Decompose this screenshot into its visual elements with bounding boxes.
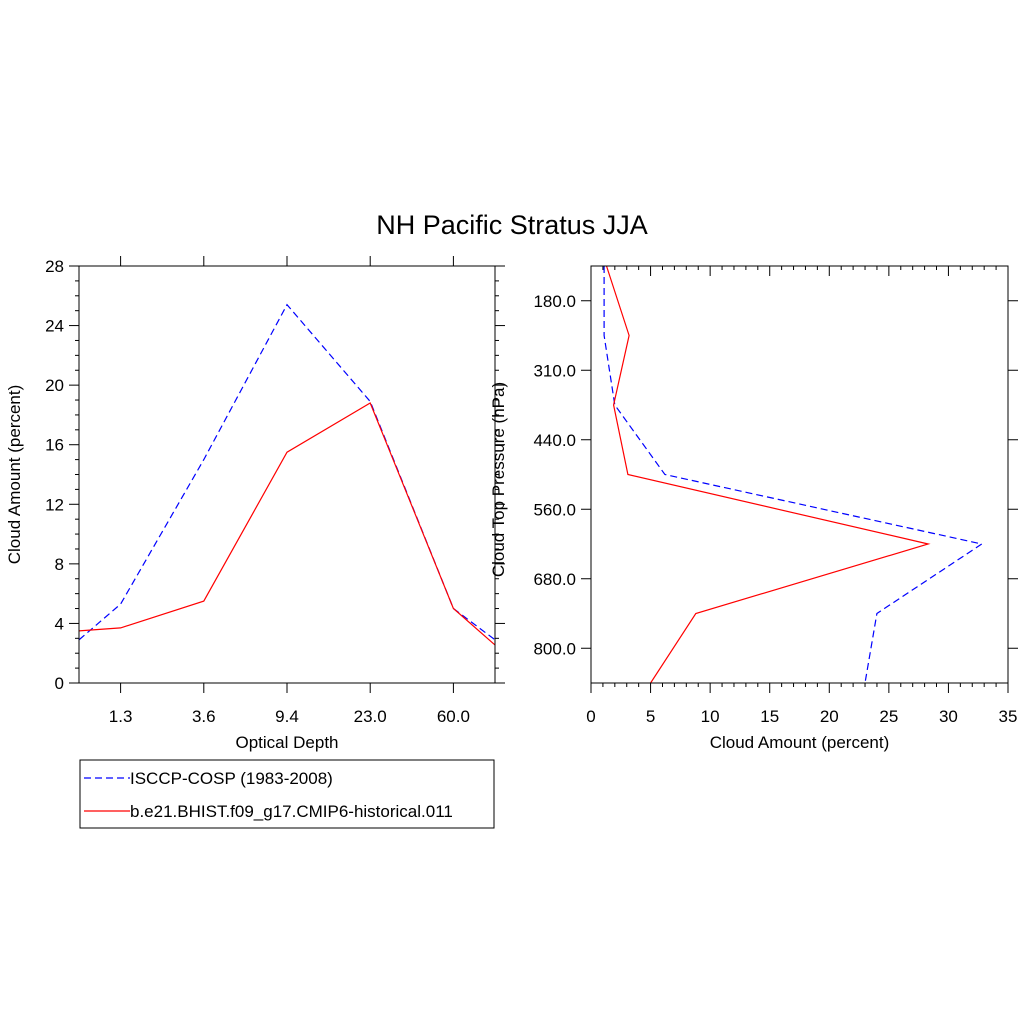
x-tick-label: 15 (760, 707, 779, 726)
right-panel-cloud-top-pressure: 0 5 10 15 20 25 30 35 180.0 310.0 440.0 560.0 680.0 8… (489, 265, 1018, 752)
x-tick-label: 30 (939, 707, 958, 726)
legend-label-model: b.e21.BHIST.f09_g17.CMIP6-historical.011 (130, 802, 453, 821)
y-axis-label: Cloud Amount (percent) (5, 385, 24, 565)
x-tick-label: 10 (701, 707, 720, 726)
y-tick-label: 180.0 (533, 292, 576, 311)
y-tick-label: 16 (45, 436, 64, 455)
legend-box (79, 759, 495, 829)
y-axis-label: Cloud Top Pressure (hPa) (489, 382, 508, 577)
x-tick-label: 5 (646, 707, 655, 726)
y-tick-label: 20 (45, 376, 64, 395)
y-tick-label: 310.0 (533, 361, 576, 380)
plot-frame (78, 265, 496, 684)
x-axis-label: Cloud Amount (percent) (710, 733, 890, 752)
y-tick-label: 4 (55, 614, 64, 633)
y-tick-label: 8 (55, 555, 64, 574)
legend-label-obs: ISCCP-COSP (1983-2008) (130, 769, 333, 788)
x-tick-label: 3.6 (192, 707, 216, 726)
series-line-model (79, 402, 495, 646)
y-tick-label: 24 (45, 317, 64, 336)
x-tick-label: 20 (820, 707, 839, 726)
plot-frame (590, 265, 1009, 684)
x-tick-label: 60.0 (437, 707, 470, 726)
left-panel-optical-depth: 0 4 8 12 16 20 24 28 1.3 3.6 9.4 23.0 60.0 Optical De… (5, 256, 505, 752)
x-tick-label: 25 (879, 707, 898, 726)
series-line-obs (79, 303, 495, 641)
legend: ISCCP-COSP (1983-2008) b.e21.BHIST.f09_g… (79, 759, 495, 829)
y-tick-label: 28 (45, 257, 64, 276)
y-tick-label: 440.0 (533, 431, 576, 450)
x-tick-label: 23.0 (354, 707, 387, 726)
series-line-obs (603, 266, 984, 683)
y-tick-label: 680.0 (533, 570, 576, 589)
figure-title: NH Pacific Stratus JJA (376, 210, 648, 240)
x-axis-label: Optical Depth (236, 733, 339, 752)
x-tick-label: 1.3 (109, 707, 133, 726)
y-tick-label: 0 (55, 674, 64, 693)
x-tick-label: 35 (999, 707, 1018, 726)
y-tick-label: 560.0 (533, 500, 576, 519)
series-line-model (605, 266, 931, 683)
y-tick-label: 12 (45, 495, 64, 514)
x-tick-label: 0 (586, 707, 595, 726)
x-tick-label: 9.4 (275, 707, 299, 726)
y-tick-label: 800.0 (533, 639, 576, 658)
